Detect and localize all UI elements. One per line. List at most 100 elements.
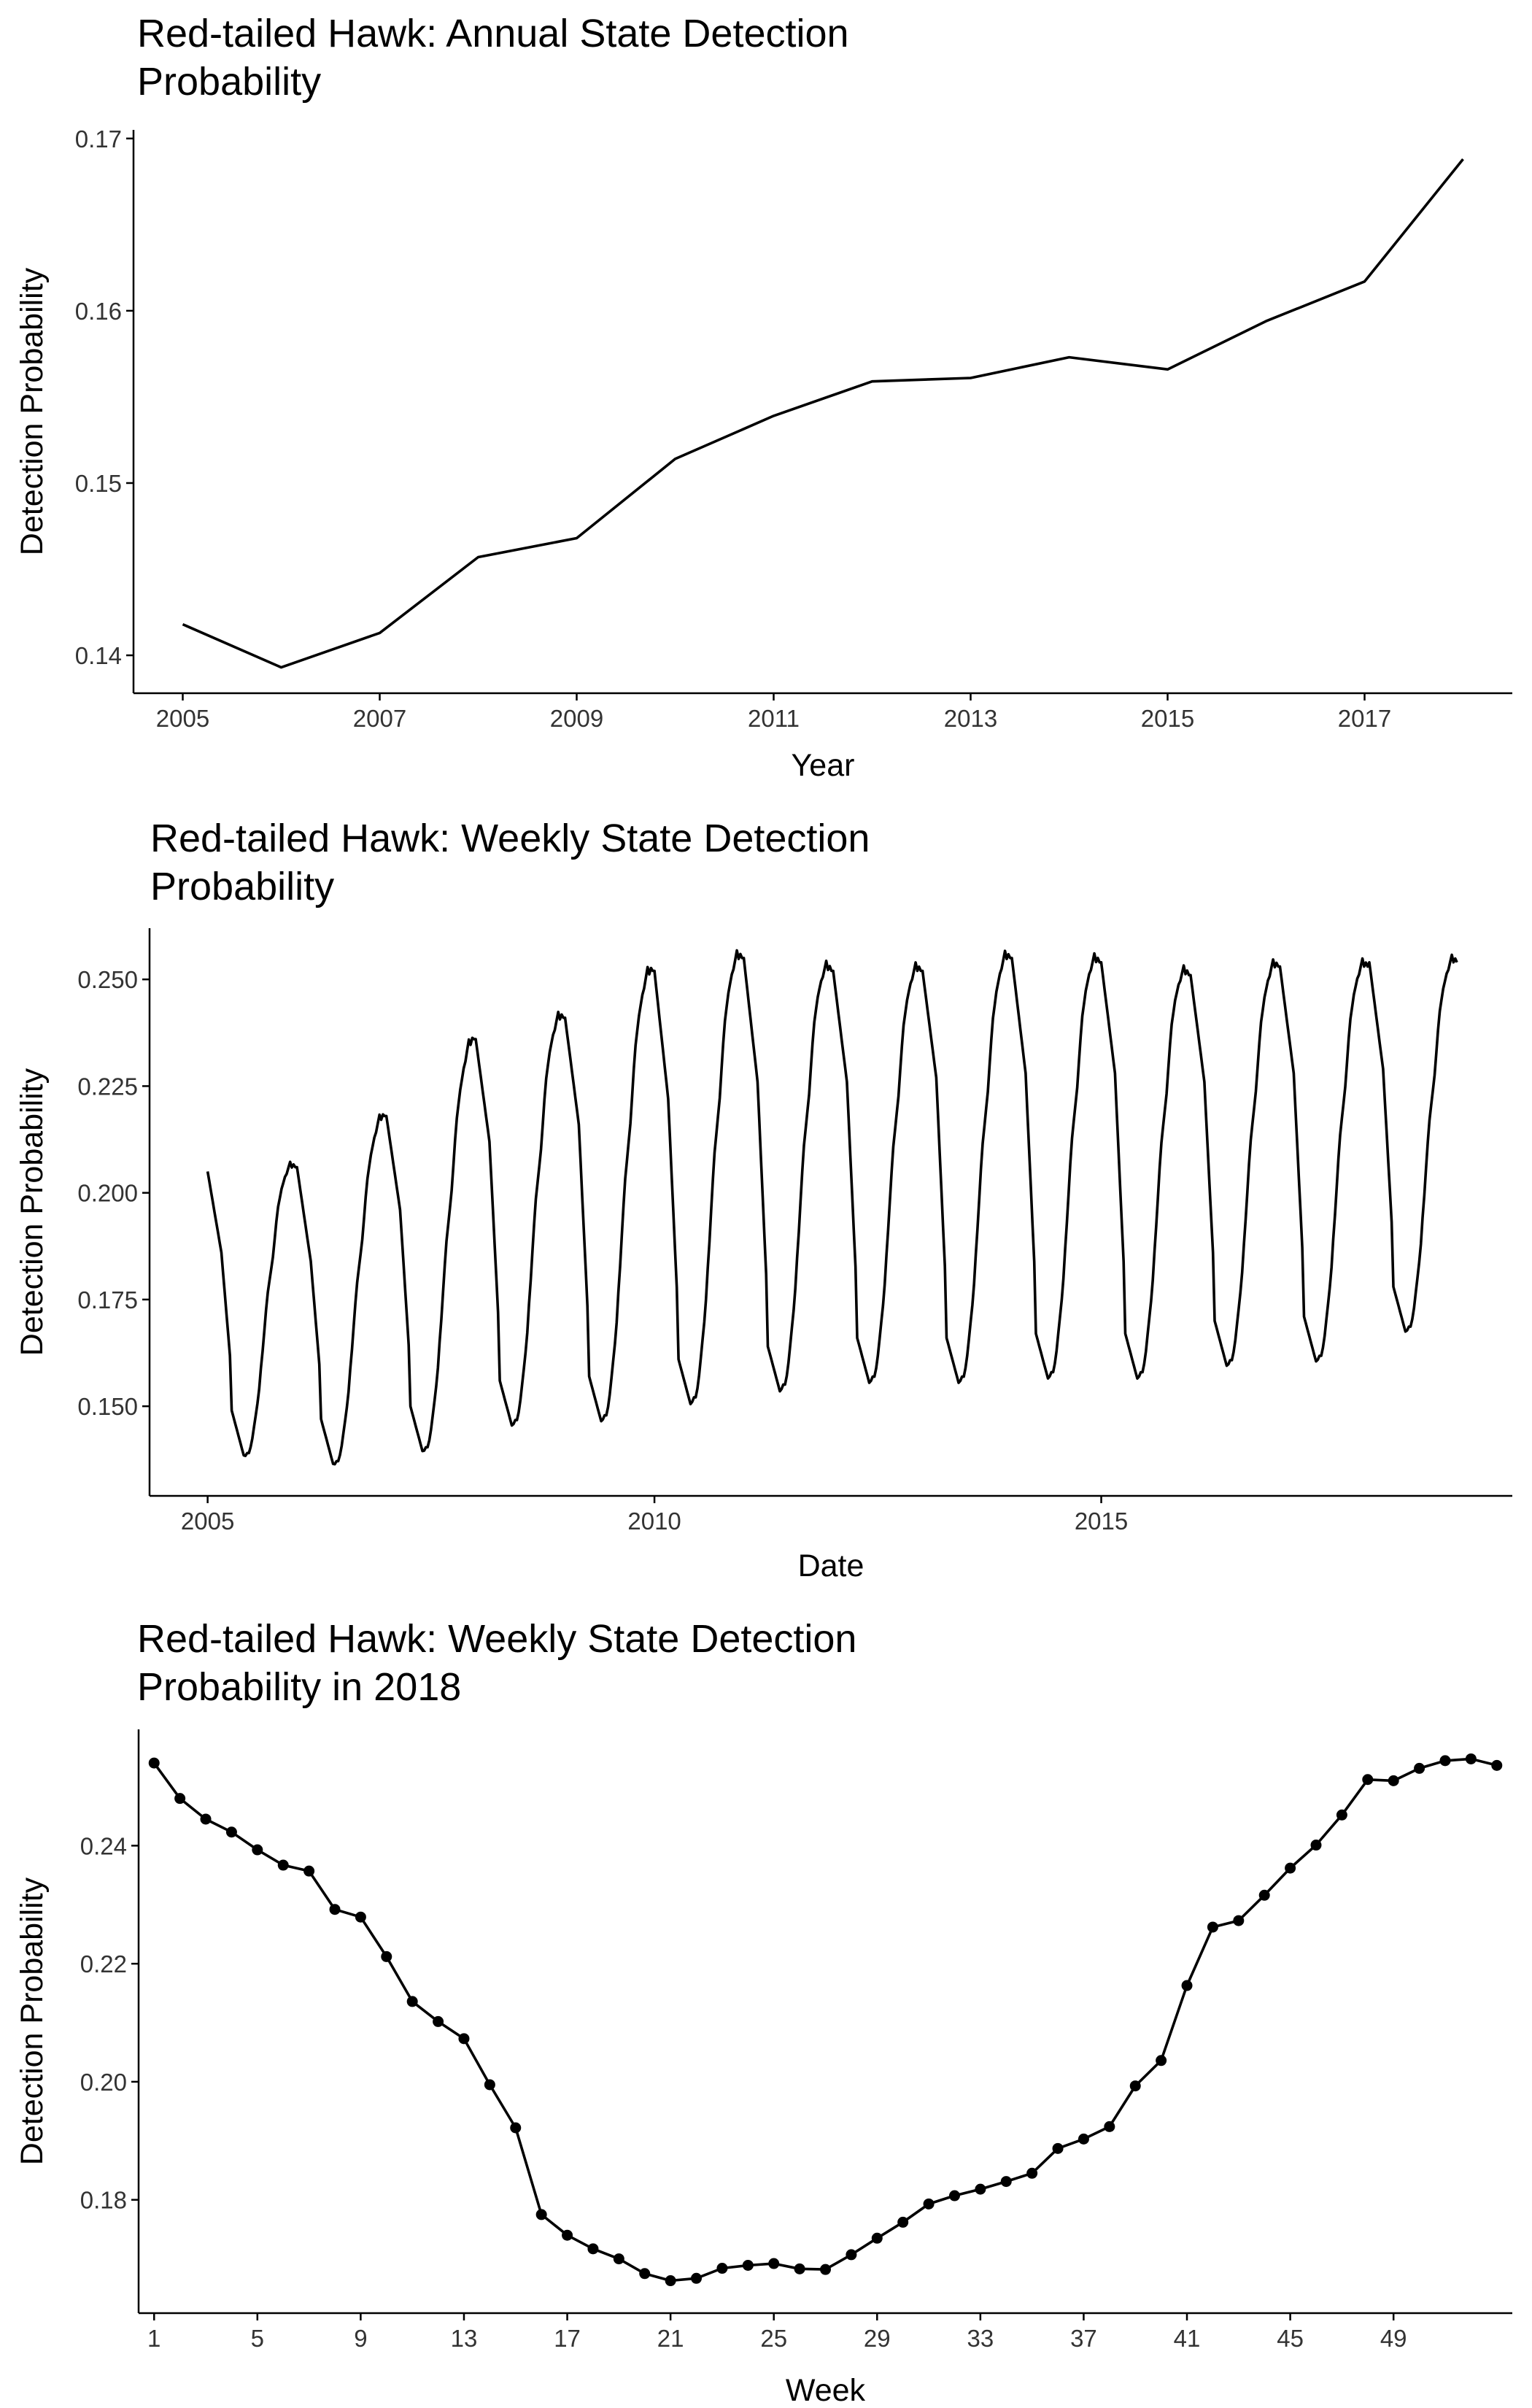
chart-title-line: Red-tailed Hawk: Annual State Detection [137, 12, 849, 55]
data-point [329, 1904, 341, 1915]
data-point [510, 2122, 522, 2134]
data-point [1439, 1755, 1451, 1767]
data-point [1026, 2167, 1038, 2179]
data-point [1078, 2133, 1089, 2145]
data-point [355, 1911, 366, 1923]
data-point [381, 1950, 392, 1962]
chart-title-line: Probability [150, 865, 334, 908]
data-point [1052, 2142, 1064, 2154]
data-point [975, 2183, 986, 2195]
x-tick-label: 2011 [748, 705, 800, 732]
data-point [639, 2268, 651, 2280]
x-tick-label: 13 [451, 2325, 478, 2352]
data-point [768, 2258, 780, 2269]
x-axis-label: Date [798, 1548, 864, 1583]
data-point [1207, 1921, 1218, 1933]
x-tick-label: 45 [1277, 2325, 1304, 2352]
y-tick-label: 0.225 [77, 1073, 138, 1100]
x-tick-label: 2007 [353, 705, 406, 732]
y-tick-label: 0.22 [80, 1950, 127, 1977]
data-point [948, 2190, 960, 2201]
chart-title-line: Red-tailed Hawk: Weekly State Detection [137, 1617, 856, 1661]
data-point [1181, 1980, 1193, 1991]
data-point [433, 2015, 444, 2027]
data-point [846, 2249, 857, 2261]
data-point [174, 1793, 186, 1805]
y-tick-label: 0.200 [77, 1180, 138, 1207]
data-point [1491, 1759, 1503, 1771]
data-point [458, 2033, 470, 2045]
x-tick-label: 2015 [1141, 705, 1194, 732]
y-tick-label: 0.250 [77, 966, 138, 993]
data-point [820, 2264, 831, 2275]
x-tick-label: 1 [147, 2325, 160, 2352]
x-axis-label: Week [786, 2373, 866, 2408]
data-point [1233, 1915, 1245, 1926]
series-line [152, 1757, 1498, 2282]
data-point [277, 1859, 289, 1871]
series-line [206, 949, 1458, 1466]
chart-weekly-2018: Red-tailed Hawk: Weekly State DetectionP… [15, 1617, 1512, 2408]
x-tick-label: 29 [864, 2325, 891, 2352]
data-point [1129, 2080, 1141, 2092]
y-tick-label: 0.17 [75, 126, 122, 153]
x-tick-label: 2005 [181, 1508, 234, 1535]
y-tick-label: 0.24 [80, 1832, 127, 1859]
data-point [1414, 1762, 1425, 1774]
data-point [613, 2253, 624, 2265]
data-point [587, 2243, 599, 2255]
x-tick-label: 49 [1380, 2325, 1407, 2352]
data-point [225, 1826, 237, 1838]
data-point [1104, 2120, 1115, 2132]
data-point [794, 2263, 805, 2274]
data-point [252, 1844, 263, 1856]
series-line [182, 158, 1464, 669]
data-point [406, 1996, 418, 2007]
x-tick-label: 5 [251, 2325, 264, 2352]
data-point [665, 2275, 676, 2287]
x-tick-label: 2009 [550, 705, 603, 732]
y-tick-label: 0.18 [80, 2187, 127, 2214]
y-axis-label: Detection Probability [15, 1068, 50, 1356]
x-tick-label: 21 [657, 2325, 684, 2352]
x-tick-label: 2010 [627, 1508, 681, 1535]
data-point [716, 2263, 728, 2274]
data-point [303, 1865, 315, 1877]
x-tick-label: 25 [760, 2325, 787, 2352]
data-point [1285, 1862, 1296, 1874]
data-point [484, 2079, 495, 2091]
x-axis-label: Year [792, 748, 855, 783]
chart-title-line: Red-tailed Hawk: Weekly State Detection [150, 817, 870, 860]
data-point [923, 2198, 935, 2210]
chart-title-line: Probability in 2018 [137, 1665, 461, 1709]
x-tick-label: 17 [554, 2325, 581, 2352]
data-point [1310, 1840, 1322, 1851]
data-point [1388, 1775, 1399, 1786]
data-point [897, 2216, 909, 2228]
x-tick-label: 37 [1070, 2325, 1097, 2352]
y-tick-label: 0.150 [77, 1393, 138, 1420]
y-axis-label: Detection Probability [15, 267, 50, 555]
data-point [148, 1757, 160, 1769]
data-point [691, 2272, 703, 2284]
y-tick-label: 0.16 [75, 298, 122, 325]
data-point [535, 2209, 547, 2220]
x-tick-label: 2013 [944, 705, 997, 732]
y-tick-label: 0.14 [75, 642, 122, 669]
y-tick-label: 0.175 [77, 1286, 138, 1313]
data-point [1465, 1753, 1477, 1764]
chart-weekly: Red-tailed Hawk: Weekly State Detection P… [15, 817, 1512, 1583]
data-point [1000, 2176, 1012, 2188]
x-tick-label: 41 [1174, 2325, 1201, 2352]
data-point [1156, 2055, 1167, 2067]
data-point [871, 2232, 883, 2244]
data-point [1362, 1774, 1374, 1786]
x-tick-label: 2017 [1338, 705, 1391, 732]
y-axis-label: Detection Probability [15, 1877, 50, 2165]
x-tick-label: 9 [354, 2325, 367, 2352]
data-point [1258, 1889, 1270, 1901]
chart-title-line: Probability [137, 60, 321, 104]
data-point [200, 1813, 212, 1825]
y-tick-label: 0.15 [75, 470, 122, 497]
x-tick-label: 2005 [156, 705, 209, 732]
